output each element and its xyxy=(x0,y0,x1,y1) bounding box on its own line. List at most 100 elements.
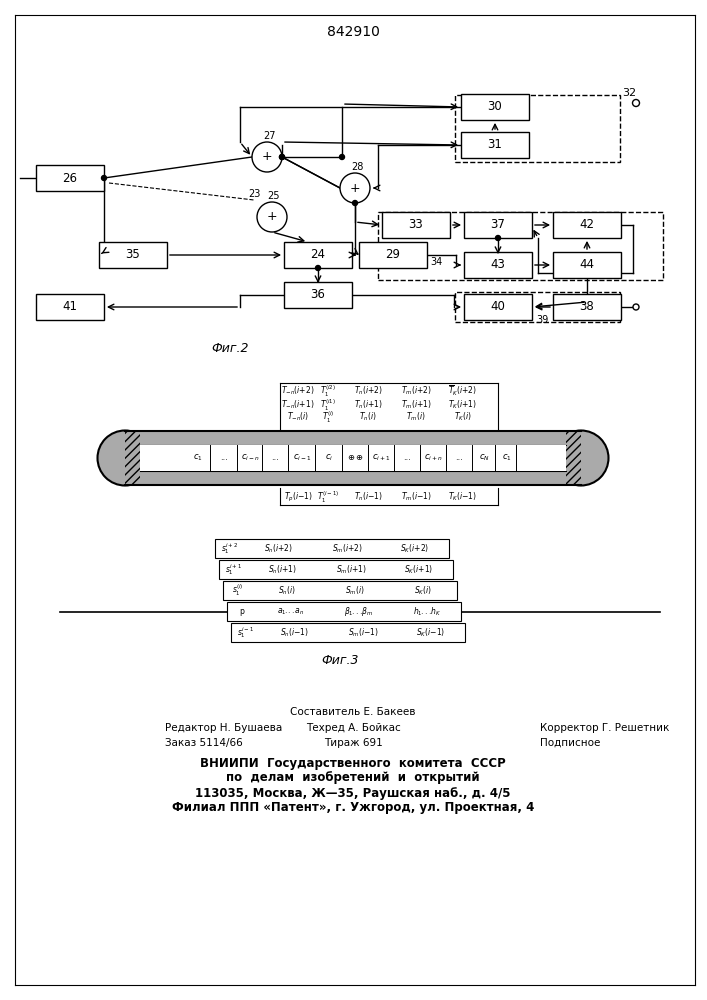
Circle shape xyxy=(252,142,282,172)
Circle shape xyxy=(257,202,287,232)
Text: Фиг.3: Фиг.3 xyxy=(321,654,358,666)
Text: 37: 37 xyxy=(491,219,506,232)
Text: $c_{i+n}$: $c_{i+n}$ xyxy=(423,453,443,463)
Text: $c_i$: $c_i$ xyxy=(325,453,333,463)
Text: +: + xyxy=(262,150,272,163)
Text: $T_1^{(i2)}$: $T_1^{(i2)}$ xyxy=(320,383,336,399)
Bar xyxy=(553,294,621,320)
Text: Техред А. Бойкас: Техред А. Бойкас xyxy=(305,723,400,733)
Text: $S_K(i{+}2)$: $S_K(i{+}2)$ xyxy=(400,542,430,555)
Text: $c_{i+1}$: $c_{i+1}$ xyxy=(372,453,390,463)
Text: 39: 39 xyxy=(536,315,548,325)
Bar xyxy=(215,539,449,558)
Text: $h_1\!...\!h_K$: $h_1\!...\!h_K$ xyxy=(413,605,441,618)
Circle shape xyxy=(315,265,320,270)
Text: Фиг.2: Фиг.2 xyxy=(211,342,249,355)
Bar xyxy=(219,560,453,579)
Text: $c_N$: $c_N$ xyxy=(479,453,489,463)
Text: 24: 24 xyxy=(310,248,325,261)
Text: 30: 30 xyxy=(488,101,503,113)
Bar xyxy=(464,252,532,278)
Bar xyxy=(36,165,104,191)
Text: +: + xyxy=(267,211,277,224)
Text: 38: 38 xyxy=(580,300,595,314)
Text: 25: 25 xyxy=(268,191,280,201)
Text: $\overline{T}_K(i{+}2)$: $\overline{T}_K(i{+}2)$ xyxy=(448,384,478,398)
Text: $T_n(i{+}2)$: $T_n(i{+}2)$ xyxy=(354,385,382,397)
Circle shape xyxy=(633,100,640,106)
Circle shape xyxy=(279,154,284,159)
Text: ...: ... xyxy=(220,454,228,462)
Bar xyxy=(125,430,140,485)
Text: по  делам  изобретений  и  открытий: по делам изобретений и открытий xyxy=(226,772,480,784)
Circle shape xyxy=(102,176,107,180)
Text: 33: 33 xyxy=(409,219,423,232)
Text: $T_{-n}(i)$: $T_{-n}(i)$ xyxy=(287,411,309,423)
Text: $T_m(i)$: $T_m(i)$ xyxy=(407,411,426,423)
Bar xyxy=(464,212,532,238)
Bar xyxy=(464,294,532,320)
Text: p: p xyxy=(240,607,245,616)
Text: $s_1^{i-1}$: $s_1^{i-1}$ xyxy=(238,625,255,640)
Bar xyxy=(378,212,663,280)
Text: $S_n(i{-}1)$: $S_n(i{-}1)$ xyxy=(281,626,310,639)
Circle shape xyxy=(279,154,284,159)
Text: 27: 27 xyxy=(263,131,275,141)
Text: $T_K(i{-}1)$: $T_K(i{-}1)$ xyxy=(448,491,477,503)
Text: $T_K(i{+}1)$: $T_K(i{+}1)$ xyxy=(448,399,477,411)
Bar xyxy=(227,602,461,621)
Text: $a_1\!...\!a_n$: $a_1\!...\!a_n$ xyxy=(277,606,305,617)
Text: $T_n(i{+}1)$: $T_n(i{+}1)$ xyxy=(354,399,382,411)
Text: $S_n(i{+}1)$: $S_n(i{+}1)$ xyxy=(269,563,298,576)
Text: ...: ... xyxy=(271,454,279,462)
Text: Заказ 5114/66: Заказ 5114/66 xyxy=(165,738,243,748)
Ellipse shape xyxy=(98,430,153,486)
Bar xyxy=(455,292,620,322)
Text: 28: 28 xyxy=(351,162,363,172)
Bar xyxy=(359,242,427,268)
Text: 43: 43 xyxy=(491,258,506,271)
Text: $S_m(i{+}2)$: $S_m(i{+}2)$ xyxy=(332,542,363,555)
Circle shape xyxy=(353,200,358,206)
Text: $S_m(i)$: $S_m(i)$ xyxy=(345,584,365,597)
Text: Редактор Н. Бушаева: Редактор Н. Бушаева xyxy=(165,723,282,733)
Bar xyxy=(566,430,581,485)
Text: +: + xyxy=(350,182,361,194)
Text: $T_m(i{+}1)$: $T_m(i{+}1)$ xyxy=(401,399,431,411)
Text: 842910: 842910 xyxy=(327,25,380,39)
Text: $S_K(i{+}1)$: $S_K(i{+}1)$ xyxy=(404,563,433,576)
Text: 23: 23 xyxy=(248,189,260,199)
Text: $T_m(i{-}1)$: $T_m(i{-}1)$ xyxy=(401,491,431,503)
Bar xyxy=(99,242,167,268)
Circle shape xyxy=(339,154,344,159)
Bar xyxy=(461,94,529,120)
Text: Составитель Е. Бакеев: Составитель Е. Бакеев xyxy=(291,707,416,717)
Text: $S_n(i{+}2)$: $S_n(i{+}2)$ xyxy=(264,542,293,555)
Ellipse shape xyxy=(554,430,609,486)
Circle shape xyxy=(340,173,370,203)
Text: $T_m(i{+}2)$: $T_m(i{+}2)$ xyxy=(401,385,431,397)
Bar xyxy=(284,282,352,308)
Text: $s_1^{i+2}$: $s_1^{i+2}$ xyxy=(221,541,239,556)
Text: Корректор Г. Решетник: Корректор Г. Решетник xyxy=(540,723,670,733)
Text: $c_{i-1}$: $c_{i-1}$ xyxy=(293,453,311,463)
Text: $S_K(i{-}1)$: $S_K(i{-}1)$ xyxy=(416,626,445,639)
Text: $T_1^{(i)}$: $T_1^{(i)}$ xyxy=(322,409,334,425)
Bar xyxy=(455,95,620,162)
Text: ...: ... xyxy=(455,454,463,462)
Bar xyxy=(223,581,457,600)
Circle shape xyxy=(633,304,639,310)
Text: $S_K(i)$: $S_K(i)$ xyxy=(414,584,432,597)
Circle shape xyxy=(496,235,501,240)
Text: Тираж 691: Тираж 691 xyxy=(324,738,382,748)
Text: Подписное: Подписное xyxy=(540,738,600,748)
Text: $T_{-n}(i{+}1)$: $T_{-n}(i{+}1)$ xyxy=(281,399,315,411)
Text: ...: ... xyxy=(403,454,411,462)
Text: $\beta_1\!...\!\beta_m$: $\beta_1\!...\!\beta_m$ xyxy=(344,605,374,618)
Text: 41: 41 xyxy=(62,300,78,314)
Bar xyxy=(461,132,529,158)
Text: ВНИИПИ  Государственного  комитета  СССР: ВНИИПИ Государственного комитета СССР xyxy=(200,756,506,770)
Text: $T_{-n}(i{+}2)$: $T_{-n}(i{+}2)$ xyxy=(281,385,315,397)
Text: $S_n(i)$: $S_n(i)$ xyxy=(278,584,296,597)
Text: $T_1^{(i-1)}$: $T_1^{(i-1)}$ xyxy=(317,489,339,505)
